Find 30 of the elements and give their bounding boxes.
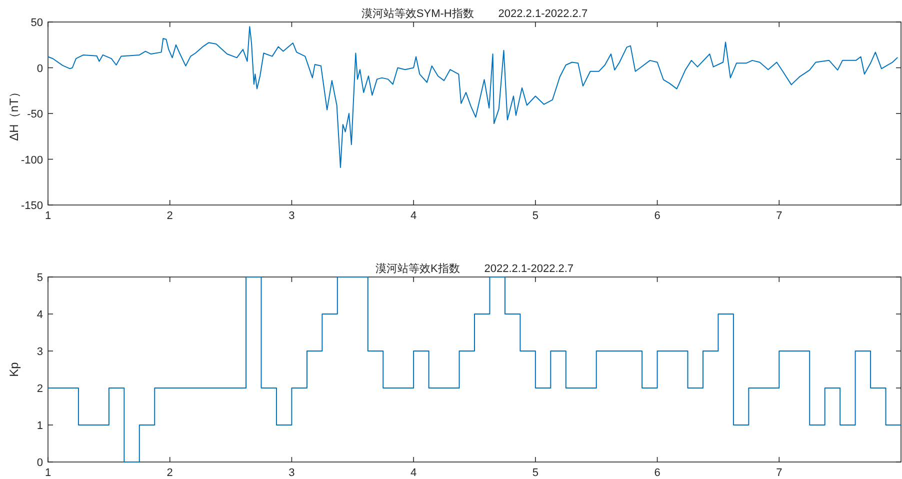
x-tick-label: 1: [44, 210, 52, 222]
x-tick-label: 3: [288, 467, 295, 479]
x-tick-label: 2: [166, 467, 173, 479]
y-tick-label: -150: [20, 200, 43, 212]
y-tick-label: 5: [36, 272, 43, 284]
x-tick-label: 6: [654, 210, 660, 222]
y-tick-label: 2: [36, 383, 43, 395]
line-series: [48, 26, 898, 168]
x-tick-label: 1: [44, 467, 52, 479]
y-axis-title: ΔH（nT）: [7, 86, 21, 141]
x-tick-label: 4: [410, 467, 417, 479]
y-tick-label: 0: [36, 457, 43, 469]
y-tick-label: 50: [30, 17, 43, 29]
y-tick-label: 1: [36, 420, 43, 432]
x-tick-label: 3: [288, 210, 295, 222]
x-tick-label: 5: [532, 210, 538, 222]
chart-title: 漠河站等效K指数 2022.2.1-2022.2.7: [375, 262, 574, 275]
x-tick-label: 4: [410, 210, 417, 222]
x-tick-label: 7: [776, 467, 782, 479]
y-tick-label: -100: [20, 154, 43, 166]
x-tick-label: 7: [776, 210, 782, 222]
x-tick-label: 5: [532, 467, 538, 479]
x-tick-label: 2: [166, 210, 173, 222]
y-tick-label: 3: [36, 346, 43, 358]
y-tick-label: 0: [36, 62, 43, 75]
y-axis-title: Kp: [7, 362, 21, 377]
y-tick-label: -50: [27, 108, 43, 120]
chart-title: 漠河站等效SYM-H指数 2022.2.1-2022.2.7: [361, 7, 588, 20]
y-tick-label: 4: [36, 309, 43, 321]
x-tick-label: 6: [654, 467, 660, 479]
